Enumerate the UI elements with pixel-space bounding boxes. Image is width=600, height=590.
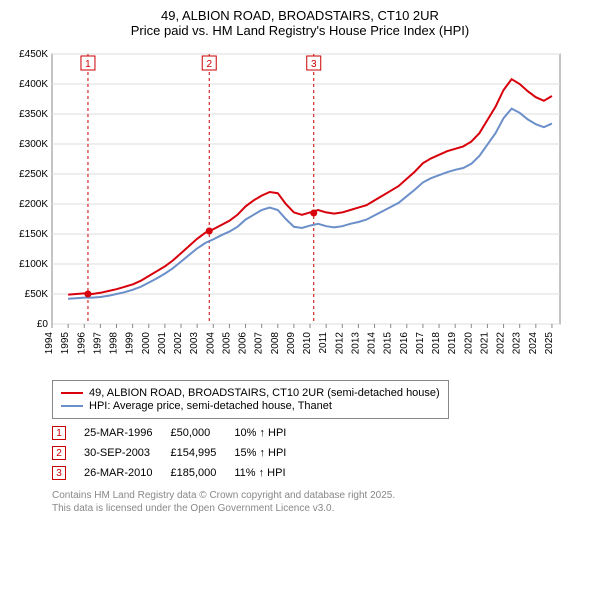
sales-row: 3 26-MAR-2010£185,00011% ↑ HPI — [52, 463, 304, 483]
sales-row: 1 25-MAR-1996£50,00010% ↑ HPI — [52, 423, 304, 443]
svg-text:2021: 2021 — [479, 332, 490, 355]
svg-text:2022: 2022 — [496, 332, 507, 355]
title-line2: Price paid vs. HM Land Registry's House … — [8, 23, 592, 38]
svg-text:£150K: £150K — [19, 229, 48, 240]
svg-text:£450K: £450K — [19, 49, 48, 60]
svg-text:2005: 2005 — [221, 332, 232, 355]
sales-row: 2 30-SEP-2003£154,99515% ↑ HPI — [52, 443, 304, 463]
legend-label: 49, ALBION ROAD, BROADSTAIRS, CT10 2UR (… — [89, 387, 440, 399]
svg-text:2002: 2002 — [173, 332, 184, 355]
svg-text:2023: 2023 — [512, 332, 523, 355]
legend-item: HPI: Average price, semi-detached house,… — [61, 400, 440, 412]
svg-text:2001: 2001 — [157, 332, 168, 355]
svg-text:2019: 2019 — [447, 332, 458, 355]
svg-text:2025: 2025 — [544, 332, 555, 355]
sale-date: 26-MAR-2010 — [84, 463, 170, 483]
sale-delta: 15% ↑ HPI — [234, 443, 304, 463]
svg-text:£300K: £300K — [19, 139, 48, 150]
sale-price: £50,000 — [170, 423, 234, 443]
svg-text:£250K: £250K — [19, 169, 48, 180]
svg-text:2014: 2014 — [367, 332, 378, 355]
legend-swatch — [61, 392, 83, 394]
svg-text:1995: 1995 — [60, 332, 71, 355]
svg-text:2009: 2009 — [286, 332, 297, 355]
line-chart: £0 £50K £100K £150K £200K £250K £300K £350K £400… — [8, 44, 568, 374]
svg-text:1998: 1998 — [109, 332, 120, 355]
svg-text:2000: 2000 — [141, 332, 152, 355]
svg-text:£100K: £100K — [19, 259, 48, 270]
svg-text:2010: 2010 — [302, 332, 313, 355]
svg-text:1: 1 — [85, 59, 91, 70]
footnote: Contains HM Land Registry data © Crown c… — [52, 489, 592, 515]
svg-text:£200K: £200K — [19, 199, 48, 210]
footnote-line2: This data is licensed under the Open Gov… — [52, 502, 592, 515]
svg-text:2020: 2020 — [463, 332, 474, 355]
svg-text:2: 2 — [206, 59, 212, 70]
sale-marker: 2 — [52, 446, 66, 460]
svg-text:1994: 1994 — [44, 332, 55, 355]
sale-delta: 11% ↑ HPI — [234, 463, 304, 483]
svg-text:2013: 2013 — [350, 332, 361, 355]
legend-label: HPI: Average price, semi-detached house,… — [89, 400, 332, 412]
svg-text:2016: 2016 — [399, 332, 410, 355]
chart-title: 49, ALBION ROAD, BROADSTAIRS, CT10 2UR P… — [8, 8, 592, 38]
sale-marker: 1 — [52, 426, 66, 440]
svg-text:2018: 2018 — [431, 332, 442, 355]
svg-text:1996: 1996 — [76, 332, 87, 355]
legend-item: 49, ALBION ROAD, BROADSTAIRS, CT10 2UR (… — [61, 387, 440, 399]
svg-text:2008: 2008 — [270, 332, 281, 355]
svg-text:£400K: £400K — [19, 79, 48, 90]
svg-text:1997: 1997 — [92, 332, 103, 355]
chart-area: £0 £50K £100K £150K £200K £250K £300K £350K £400… — [8, 44, 592, 374]
legend-swatch — [61, 405, 83, 407]
svg-text:2007: 2007 — [254, 332, 265, 355]
sales-table: 1 25-MAR-1996£50,00010% ↑ HPI 2 30-SEP-2003… — [52, 423, 304, 483]
svg-text:£0: £0 — [37, 319, 49, 330]
svg-text:2004: 2004 — [205, 332, 216, 355]
svg-text:1999: 1999 — [125, 332, 136, 355]
footnote-line1: Contains HM Land Registry data © Crown c… — [52, 489, 592, 502]
svg-text:2024: 2024 — [528, 332, 539, 355]
sale-marker: 3 — [52, 466, 66, 480]
svg-text:£350K: £350K — [19, 109, 48, 120]
sale-date: 25-MAR-1996 — [84, 423, 170, 443]
sale-price: £154,995 — [170, 443, 234, 463]
sale-delta: 10% ↑ HPI — [234, 423, 304, 443]
svg-text:2015: 2015 — [383, 332, 394, 355]
sale-price: £185,000 — [170, 463, 234, 483]
svg-text:2011: 2011 — [318, 332, 329, 354]
sale-date: 30-SEP-2003 — [84, 443, 170, 463]
svg-text:2017: 2017 — [415, 332, 426, 355]
svg-text:3: 3 — [311, 59, 317, 70]
title-line1: 49, ALBION ROAD, BROADSTAIRS, CT10 2UR — [8, 8, 592, 23]
svg-text:2006: 2006 — [238, 332, 249, 355]
legend: 49, ALBION ROAD, BROADSTAIRS, CT10 2UR (… — [52, 380, 449, 419]
svg-text:£50K: £50K — [25, 289, 49, 300]
svg-text:2012: 2012 — [334, 332, 345, 355]
svg-text:2003: 2003 — [189, 332, 200, 355]
